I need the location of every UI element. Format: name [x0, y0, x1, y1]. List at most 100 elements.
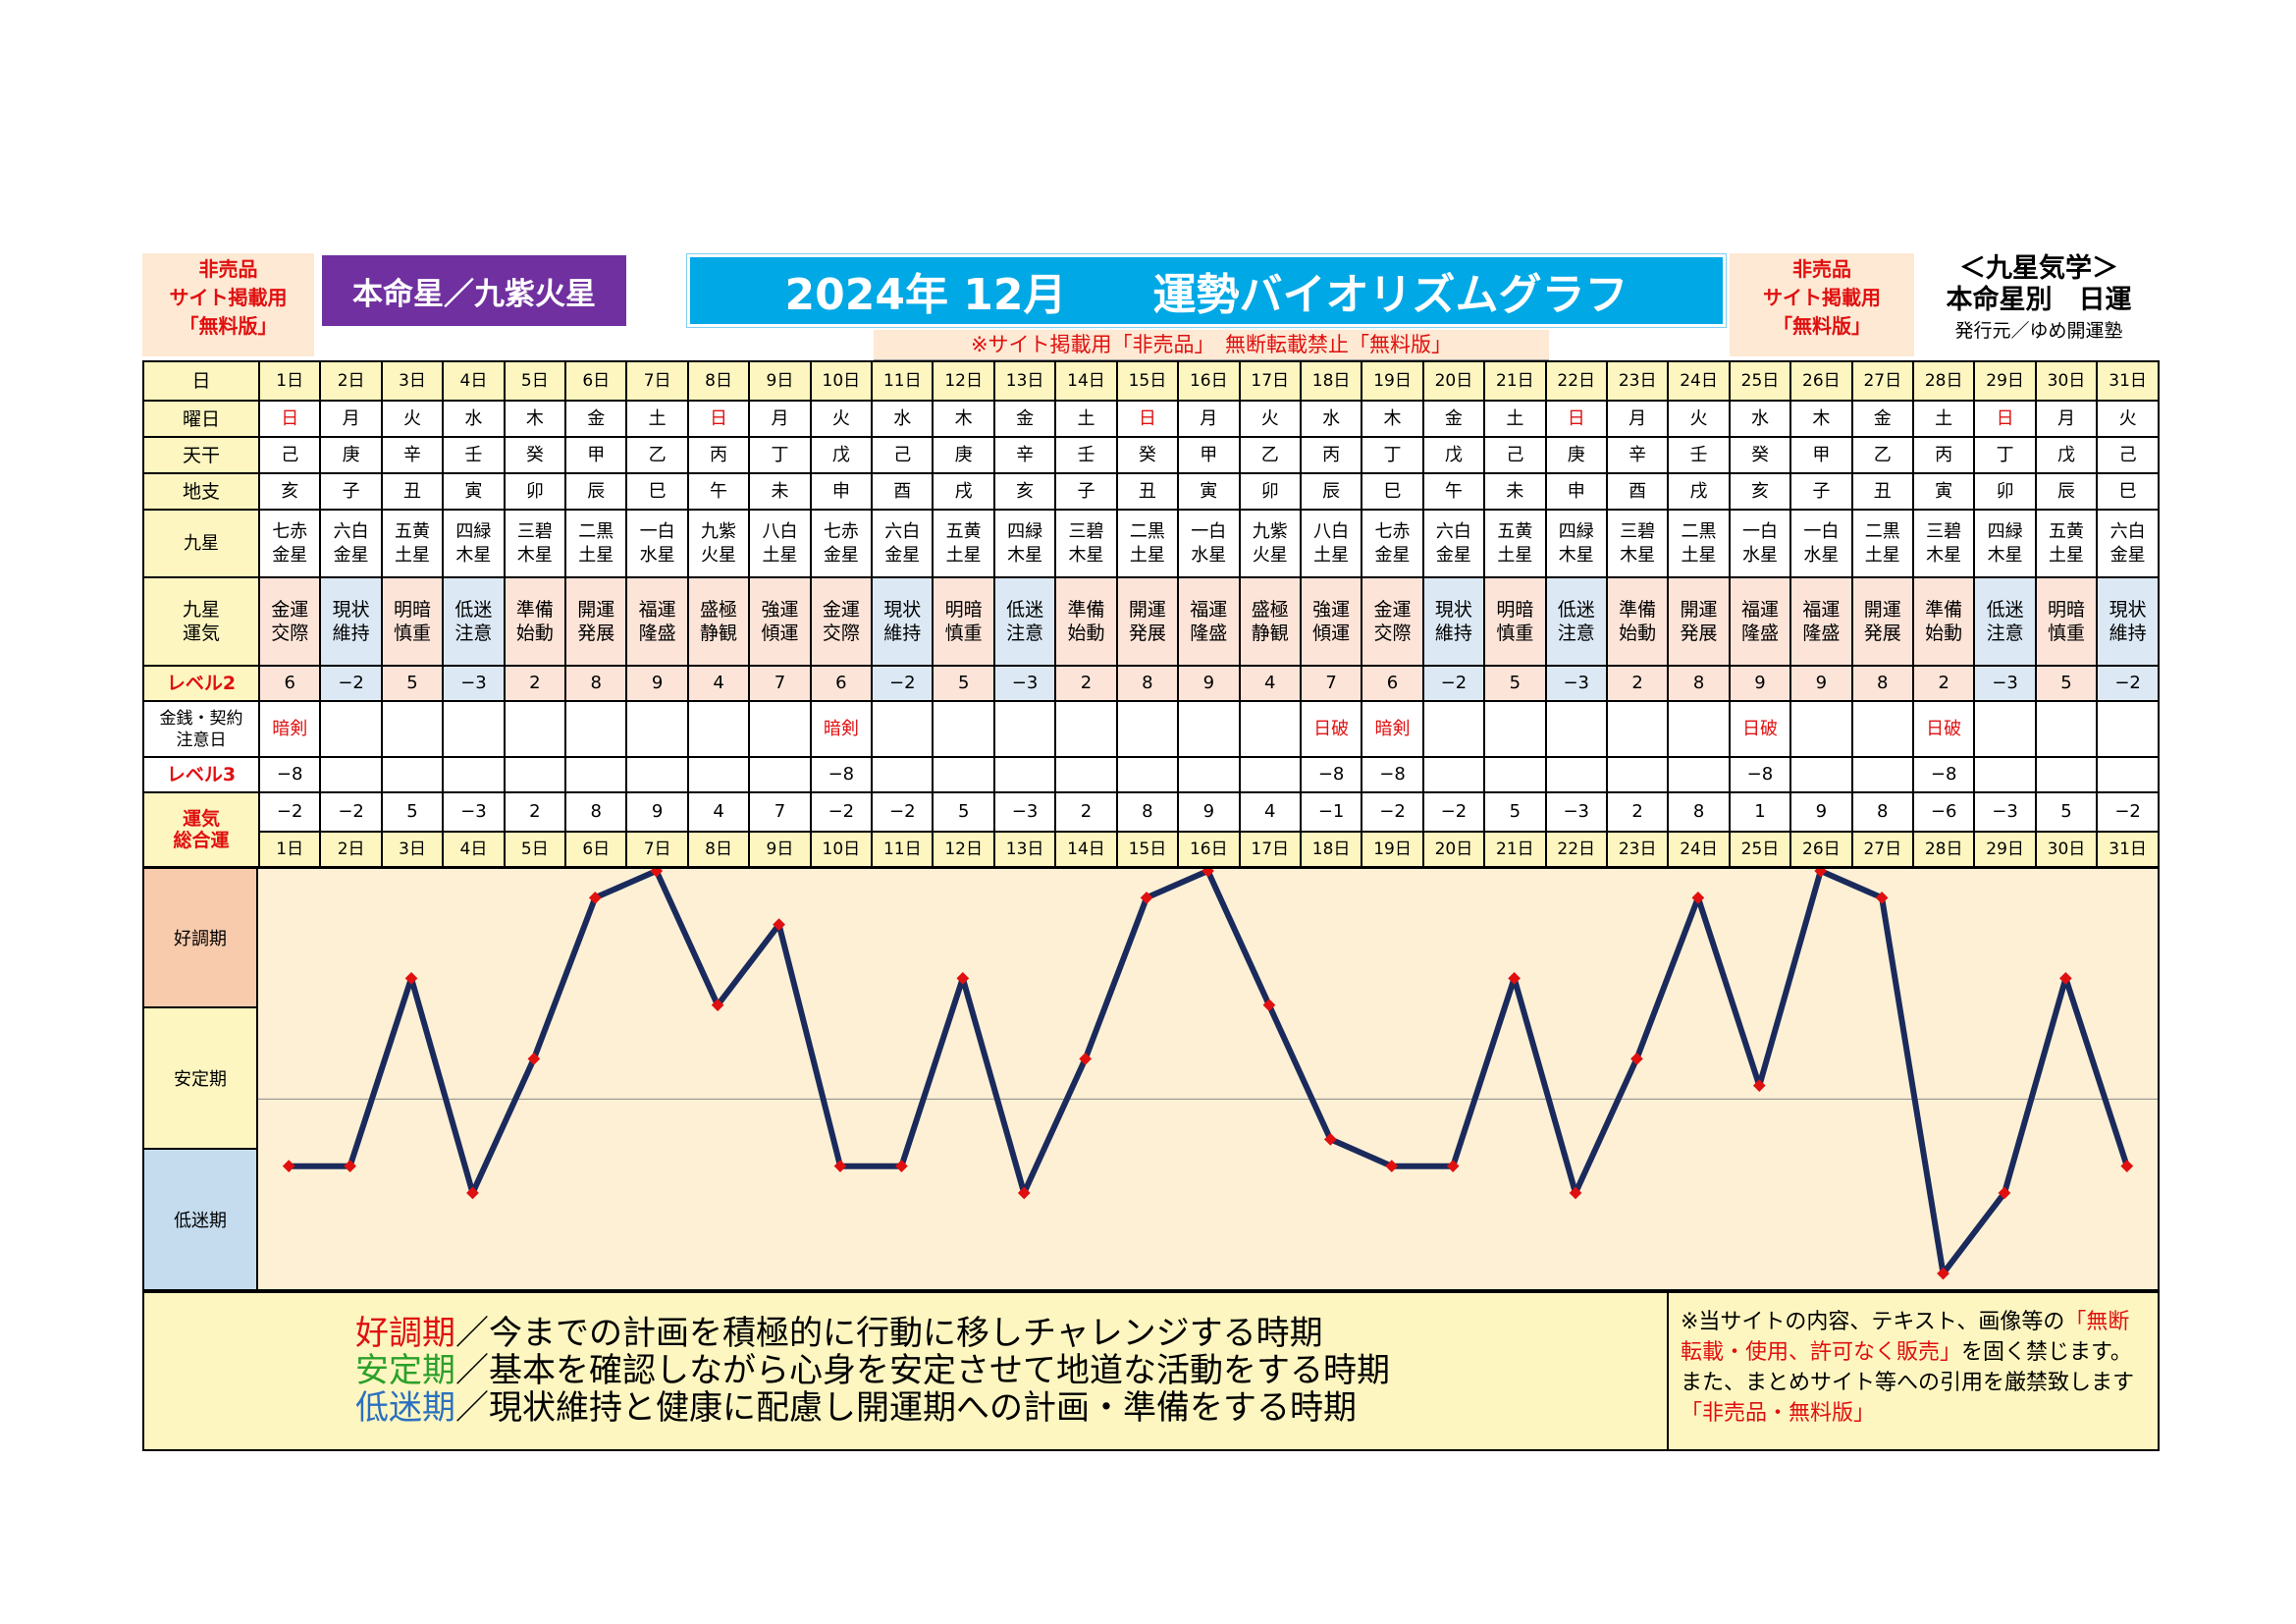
- day-footer-cell: 7日: [625, 831, 689, 868]
- kyusei-cell: 一白 水星: [625, 509, 689, 578]
- kyusei-part: 三碧: [1926, 520, 1962, 542]
- kyusei-cell: 五黄 土星: [380, 509, 445, 578]
- total-cell: 8: [1115, 791, 1180, 833]
- unki-part: 慎重: [1496, 623, 1534, 644]
- kyusei-part: 土星: [1681, 544, 1717, 566]
- chishi-cell: 巳: [1361, 472, 1424, 511]
- kyusei-part: 火星: [1252, 544, 1288, 566]
- level2-cell: −3: [1973, 665, 2037, 702]
- unki-part: 準備: [515, 599, 554, 621]
- day-cell: 27日: [1850, 360, 1914, 402]
- level2-cell: 8: [564, 665, 628, 702]
- unki-part: 傾運: [761, 623, 799, 644]
- unki-part: 明暗: [394, 599, 432, 621]
- day-footer-cell: 2日: [319, 831, 383, 868]
- kyusei-part: 土星: [1497, 544, 1533, 566]
- kyusei-part: 一白: [1741, 520, 1778, 542]
- total-cell: −1: [1299, 791, 1363, 833]
- data-point: [833, 1160, 847, 1173]
- money-cell: [1421, 700, 1486, 758]
- kyusei-part: 木星: [455, 544, 492, 566]
- total-cell: 4: [686, 791, 751, 833]
- level2-cell: 6: [257, 665, 322, 702]
- chishi-cell: 寅: [1177, 472, 1241, 511]
- day-cell: 7日: [625, 360, 689, 402]
- day-footer-cell: 9日: [748, 831, 812, 868]
- tenkan-cell: 丙: [1911, 436, 1976, 474]
- copyright-warning: ※当サイトの内容、テキスト、画像等の「無断転載・使用、許可なく販売」を固く禁じま…: [1669, 1291, 2160, 1451]
- data-point: [527, 1052, 541, 1065]
- unki-cell: 盛極 静観: [686, 576, 751, 667]
- kyusei-part: 水星: [1191, 544, 1227, 566]
- kyusei-part: 木星: [1987, 544, 2023, 566]
- weekday-cell: 日: [257, 400, 322, 438]
- kyusei-cell: 九紫 火星: [686, 509, 751, 578]
- kyusei-part: 土星: [395, 544, 431, 566]
- unki-part: 現状: [1434, 599, 1472, 621]
- kyusei-part: 水星: [1803, 544, 1840, 566]
- chishi-cell: 戌: [932, 472, 995, 511]
- kyusei-part: 火星: [701, 544, 737, 566]
- total-cell: 9: [625, 791, 689, 833]
- unki-cell: 低迷 注意: [442, 576, 506, 667]
- period-low: 低迷期: [142, 1150, 258, 1291]
- data-point: [282, 1160, 295, 1173]
- chishi-cell: 申: [1544, 472, 1608, 511]
- kyusei-part: 水星: [639, 544, 675, 566]
- day-cell: 3日: [380, 360, 445, 402]
- money-cell: [1177, 700, 1241, 758]
- money-cell: [319, 700, 383, 758]
- day-footer-cell: 30日: [2034, 831, 2099, 868]
- total-cell: 5: [932, 791, 995, 833]
- label-level2: レベル2: [142, 665, 260, 702]
- money-cell: [1667, 700, 1731, 758]
- weekday-cell: 日: [1544, 400, 1608, 438]
- level3-cell: [1421, 756, 1486, 793]
- level3-cell: [992, 756, 1057, 793]
- chishi-cell: 午: [1421, 472, 1486, 511]
- biorhythm-chart: [258, 869, 2158, 1280]
- level3-cell: [1483, 756, 1547, 793]
- weekday-cell: 月: [1605, 400, 1670, 438]
- level3-cell: −8: [1299, 756, 1363, 793]
- level3-cell: [503, 756, 567, 793]
- unki-part: 始動: [1925, 623, 1963, 644]
- unki-part: 傾運: [1312, 623, 1351, 644]
- unki-part: 盛極: [700, 599, 738, 621]
- unki-cell: 明暗 慎重: [1483, 576, 1547, 667]
- level3-cell: [1850, 756, 1914, 793]
- weekday-cell: 木: [1789, 400, 1853, 438]
- level2-cell: 7: [748, 665, 812, 702]
- money-cell: [1544, 700, 1608, 758]
- kyusei-part: 金星: [272, 544, 308, 566]
- total-cell: 5: [2034, 791, 2099, 833]
- day-footer-cell: 23日: [1605, 831, 1670, 868]
- weekday-cell: 月: [748, 400, 812, 438]
- money-cell: [1054, 700, 1118, 758]
- kyusei-part: 金星: [333, 544, 369, 566]
- period-stable: 安定期: [142, 1008, 258, 1150]
- day-cell: 22日: [1544, 360, 1608, 402]
- kyusei-part: 四緑: [1007, 520, 1043, 542]
- unki-part: 始動: [1619, 623, 1657, 644]
- period-legend: 好調期／今までの計画を積極的に行動に移しチャレンジする時期 安定期／基本を確認し…: [142, 1291, 1669, 1451]
- level2-cell: 6: [809, 665, 874, 702]
- unki-cell: 現状 維持: [319, 576, 383, 667]
- kyusei-part: 木星: [1068, 544, 1104, 566]
- level3-cell: [1177, 756, 1241, 793]
- tenkan-cell: 丙: [1299, 436, 1363, 474]
- unki-cell: 明暗 慎重: [2034, 576, 2099, 667]
- unki-part: 明暗: [1496, 599, 1534, 621]
- kyusei-part: 六白: [884, 520, 921, 542]
- legend-low-text: ／現状維持と健康に配慮し開運期への計画・準備をする時期: [455, 1388, 1357, 1428]
- money-cell: [2096, 700, 2160, 758]
- kyusei-part: 六白: [2109, 520, 2146, 542]
- kyusei-cell: 六白 金星: [319, 509, 383, 578]
- money-cell: [564, 700, 628, 758]
- day-cell: 13日: [992, 360, 1057, 402]
- kyusei-cell: 六白 金星: [2096, 509, 2160, 578]
- money-cell: [992, 700, 1057, 758]
- day-footer-cell: 15日: [1115, 831, 1180, 868]
- chishi-cell: 卯: [503, 472, 567, 511]
- kyusei-cell: 一白 水星: [1177, 509, 1241, 578]
